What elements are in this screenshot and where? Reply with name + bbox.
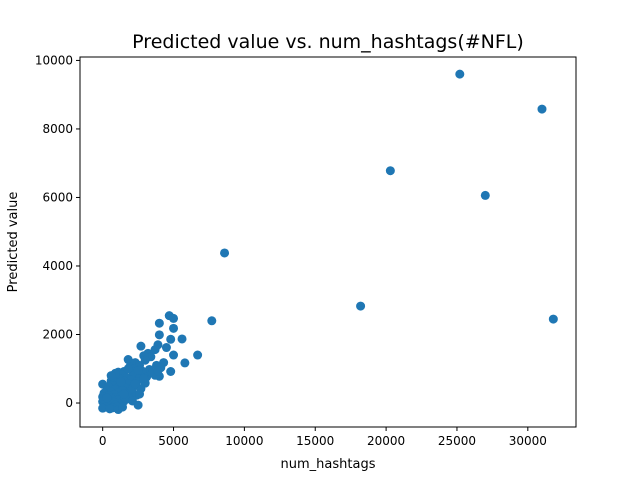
x-tick-label: 10000 (225, 434, 263, 448)
plot-frame (79, 56, 577, 428)
data-point-113 (153, 366, 163, 376)
data-point-1 (537, 104, 547, 114)
y-tick-label: 10000 (35, 53, 73, 67)
data-point-18 (150, 345, 160, 355)
data-point-9 (169, 313, 179, 323)
data-point-102 (116, 377, 126, 387)
data-point-12 (154, 330, 164, 340)
data-point-3 (480, 190, 490, 200)
data-point-101 (139, 373, 149, 383)
data-point-6 (548, 314, 558, 324)
data-point-104 (123, 364, 133, 374)
data-point-13 (166, 334, 176, 344)
x-tick-label: 20000 (367, 434, 405, 448)
data-point-98 (102, 393, 112, 403)
x-tick-label: 0 (99, 434, 107, 448)
data-point-96 (105, 404, 115, 414)
data-point-4 (220, 248, 230, 258)
data-point-106 (130, 379, 140, 389)
y-tick-label: 4000 (42, 259, 73, 273)
data-point-107 (119, 389, 129, 399)
y-tick-label: 6000 (42, 190, 73, 204)
x-tick-label: 25000 (438, 434, 476, 448)
data-point-5 (356, 301, 366, 311)
x-axis-label: num_hashtags (281, 457, 376, 472)
x-tick-label: 5000 (158, 434, 189, 448)
x-tick-label: 15000 (296, 434, 334, 448)
x-tick-label: 30000 (509, 434, 547, 448)
data-point-111 (135, 389, 145, 399)
y-tick-label: 8000 (42, 122, 73, 136)
data-point-7 (207, 316, 217, 326)
data-point-95 (98, 403, 108, 413)
chart-title: Predicted value vs. num_hashtags(#NFL) (132, 31, 524, 53)
y-tick-label: 2000 (42, 328, 73, 342)
data-point-110 (118, 402, 128, 412)
data-point-10 (154, 318, 164, 328)
y-tick-label: 0 (65, 396, 73, 410)
data-point-0 (455, 69, 465, 79)
points-layer (98, 69, 558, 415)
data-point-2 (385, 166, 395, 176)
data-point-105 (133, 365, 143, 375)
data-point-109 (133, 400, 143, 410)
data-point-19 (193, 350, 203, 360)
data-point-24 (123, 355, 133, 365)
data-point-16 (136, 341, 146, 351)
data-point-27 (180, 358, 190, 368)
y-axis-label: Predicted value (6, 192, 21, 293)
data-point-11 (169, 323, 179, 333)
ticks-layer: 0 5000 10000 15000 20000 25000 30000 0 2000 4000 6… (35, 53, 547, 448)
data-point-20 (169, 350, 179, 360)
data-point-17 (161, 343, 171, 353)
data-point-115 (106, 371, 116, 381)
data-point-14 (177, 334, 187, 344)
data-point-36 (166, 367, 176, 376)
